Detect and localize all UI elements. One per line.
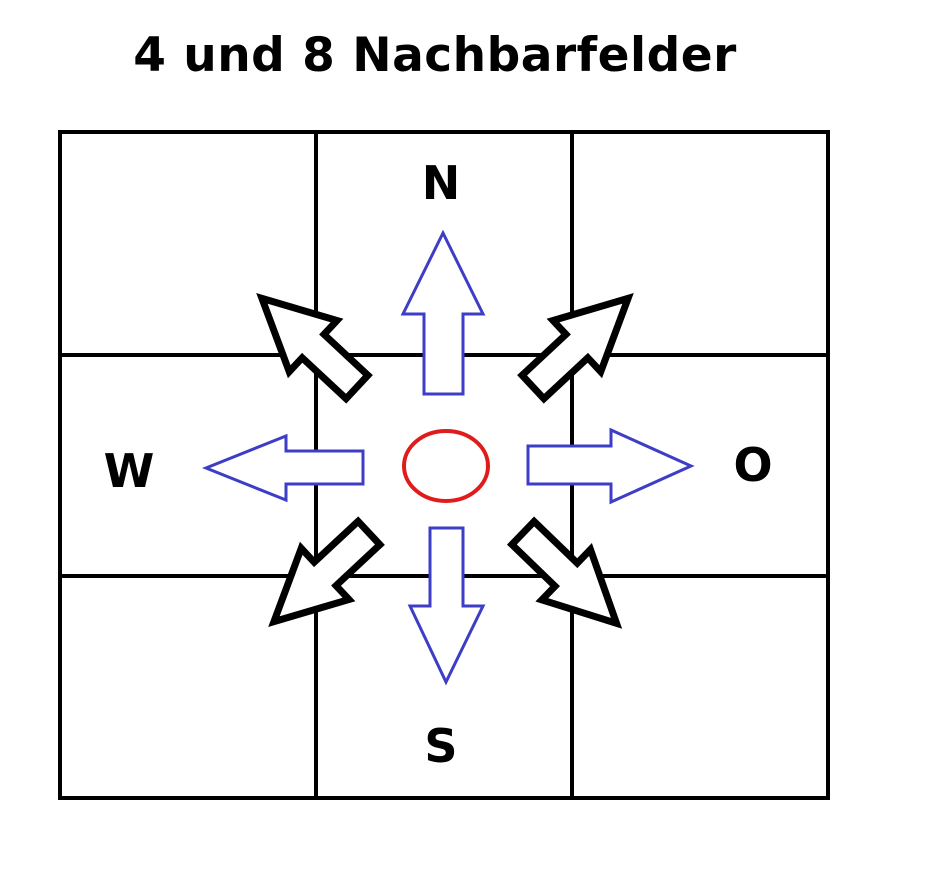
west-arrow-icon xyxy=(201,433,365,503)
label-east: O xyxy=(733,438,772,492)
grid xyxy=(58,130,830,800)
grid-outline xyxy=(58,130,830,800)
label-south: S xyxy=(424,719,457,773)
north-east-arrow-icon xyxy=(517,293,634,404)
north-west-arrow-icon xyxy=(256,293,373,404)
label-west: W xyxy=(104,444,155,498)
diagonal-arrows xyxy=(256,293,634,629)
diagram-title: 4 und 8 Nachbarfelder xyxy=(133,28,737,83)
east-arrow-icon xyxy=(526,427,695,505)
orthogonal-arrows xyxy=(201,229,695,686)
label-north: N xyxy=(422,156,461,210)
south-arrow-icon xyxy=(407,526,486,686)
center-cell-circle xyxy=(402,429,490,503)
north-arrow-icon xyxy=(400,229,486,396)
south-west-arrow-icon xyxy=(268,516,385,627)
south-east-arrow-icon xyxy=(506,516,623,629)
direction-labels: N W O S xyxy=(104,156,773,773)
